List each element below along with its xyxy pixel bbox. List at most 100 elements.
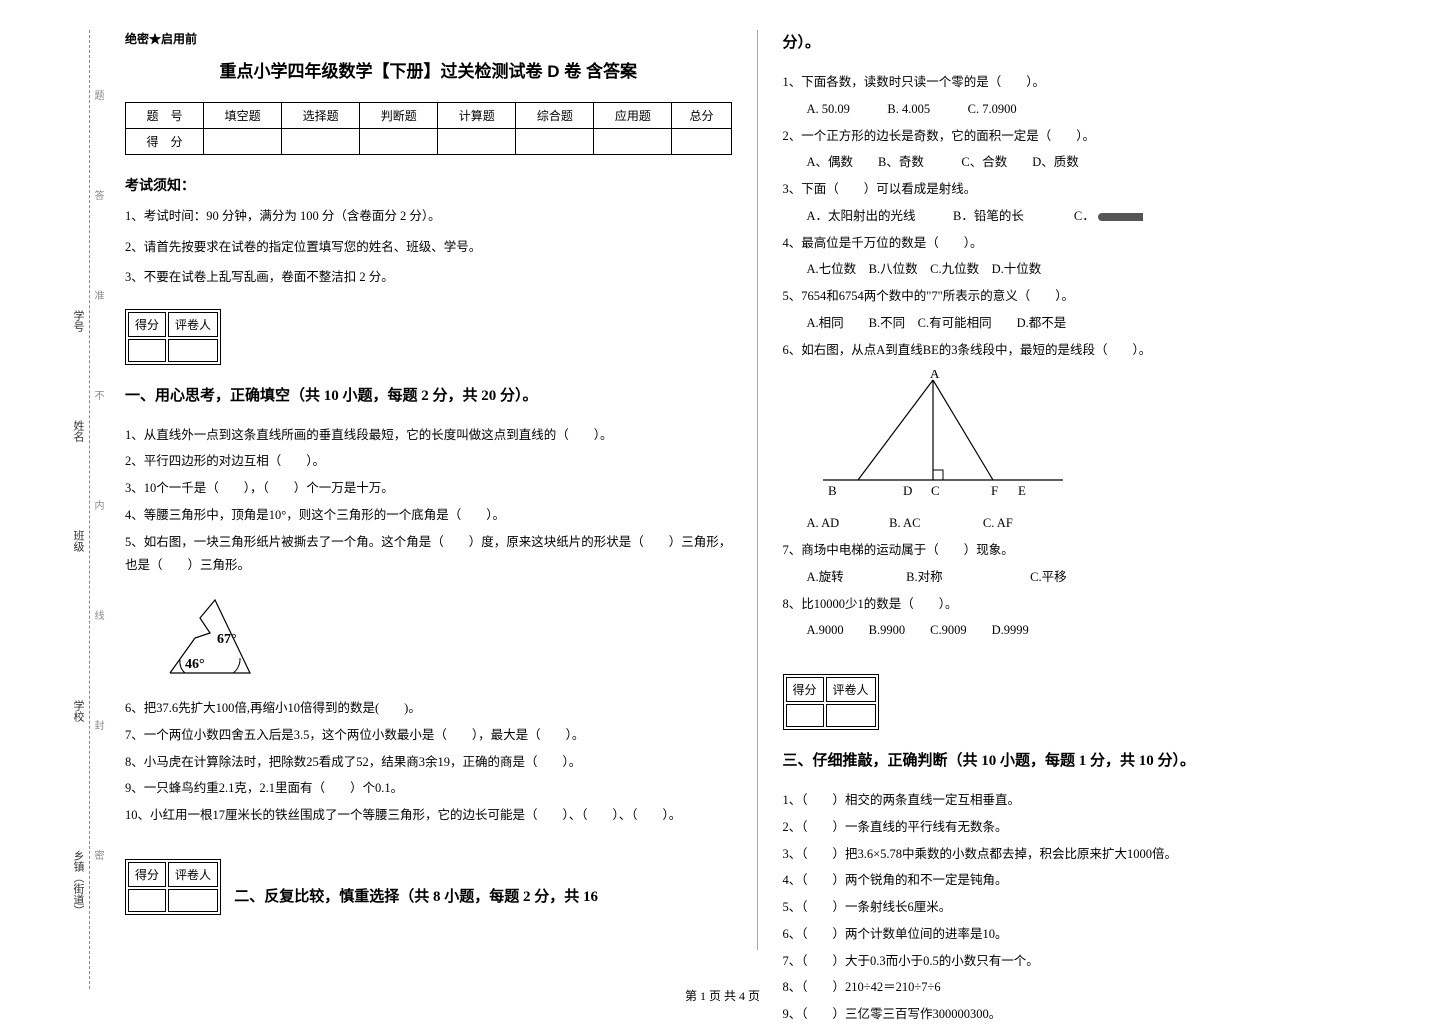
grader-blank xyxy=(786,704,824,727)
pt-A: A xyxy=(930,370,940,381)
th: 题 号 xyxy=(126,103,204,129)
s1-q5: 5、如右图，一块三角形纸片被撕去了一个角。这个角是（ ）度，原来这块纸片的形状是… xyxy=(125,531,732,579)
right-column: 分）。 1、下面各数，读数时只读一个零的是（ ）。 A. 50.09 B. 4.… xyxy=(758,30,1416,950)
td xyxy=(516,129,594,155)
pt-F: F xyxy=(991,483,998,498)
s3-q3: 3、（ ）把3.6×5.78中乘数的小数点都去掉，积会比原来扩大1000倍。 xyxy=(783,843,1391,867)
notice-heading: 考试须知： xyxy=(125,175,732,195)
grader-box: 得分 评卷人 xyxy=(125,859,221,915)
grader-person-label: 评卷人 xyxy=(826,677,876,702)
s2-q8-options: A.9000 B.9900 C.9009 D.9999 xyxy=(783,619,1391,643)
table-row: 得 分 xyxy=(126,129,732,155)
binding-field-class: 班级 xyxy=(70,530,86,552)
s2-q6-options: A. AD B. AC C. AF xyxy=(783,512,1391,536)
s2-q4: 4、最高位是千万位的数是（ ）。 xyxy=(783,232,1391,256)
seal-char: 题 xyxy=(90,90,105,100)
td xyxy=(594,129,672,155)
page: 绝密★启用前 重点小学四年级数学【下册】过关检测试卷 D 卷 含答案 题 号 填… xyxy=(0,0,1445,960)
s1-q2: 2、平行四边形的对边互相（ ）。 xyxy=(125,450,732,474)
s2-q2-options: A、偶数 B、奇数 C、合数 D、质数 xyxy=(783,151,1391,175)
th: 综合题 xyxy=(516,103,594,129)
notice-item: 2、请首先按要求在试卷的指定位置填写您的姓名、班级、学号。 xyxy=(125,236,732,259)
s3-q1: 1、（ ）相交的两条直线一定互相垂直。 xyxy=(783,789,1391,813)
s1-q6: 6、把37.6先扩大100倍,再缩小10倍得到的数是( )。 xyxy=(125,697,732,721)
s2-q6: 6、如右图，从点A到直线BE的3条线段中，最短的是线段（ ）。 xyxy=(783,339,1391,363)
s2-q7-options: A.旋转 B.对称 C.平移 xyxy=(783,566,1391,590)
section-2-heading-part1: 二、反复比较，慎重选择（共 8 小题，每题 2 分，共 16 xyxy=(234,884,654,911)
td xyxy=(672,129,731,155)
seal-char: 内 xyxy=(90,500,105,510)
s2-q8: 8、比10000少1的数是（ ）。 xyxy=(783,593,1391,617)
binding-field-township: 乡镇（街道） xyxy=(70,850,86,916)
grader-blank xyxy=(168,339,218,362)
s2-q3-options: A．太阳射出的光线 B．铅笔的长 C． xyxy=(783,205,1391,229)
section-3-heading: 三、仔细推敲，正确判断（共 10 小题，每题 1 分，共 10 分）。 xyxy=(783,748,1391,775)
table-row: 题 号 填空题 选择题 判断题 计算题 综合题 应用题 总分 xyxy=(126,103,732,129)
s3-q6: 6、（ ）两个计数单位间的进率是10。 xyxy=(783,923,1391,947)
th: 判断题 xyxy=(360,103,438,129)
binding-field-id: 学号 xyxy=(70,310,86,332)
grader-person-label: 评卷人 xyxy=(168,862,218,887)
pt-E: E xyxy=(1018,483,1026,498)
td xyxy=(204,129,282,155)
td: 得 分 xyxy=(126,129,204,155)
torn-triangle-figure: 67° 46° xyxy=(155,588,732,687)
td xyxy=(438,129,516,155)
perp-svg: A B D C F E xyxy=(803,370,1083,500)
s3-q2: 2、（ ）一条直线的平行线有无数条。 xyxy=(783,816,1391,840)
angle-67: 67° xyxy=(217,632,237,647)
left-column: 绝密★启用前 重点小学四年级数学【下册】过关检测试卷 D 卷 含答案 题 号 填… xyxy=(100,30,758,950)
s2-q3: 3、下面（ ）可以看成是射线。 xyxy=(783,178,1391,202)
s3-q9: 9、（ ）三亿零三百写作300000300。 xyxy=(783,1003,1391,1027)
triangle-svg: 67° 46° xyxy=(155,588,285,683)
grader-box: 得分 评卷人 xyxy=(125,309,221,365)
angle-46: 46° xyxy=(185,657,205,672)
grader-box: 得分 评卷人 xyxy=(783,674,879,730)
td xyxy=(282,129,360,155)
s2-q2: 2、一个正方形的边长是奇数，它的面积一定是（ ）。 xyxy=(783,125,1391,149)
s1-q8: 8、小马虎在计算除法时，把除数25看成了52，结果商3余19，正确的商是（ ）。 xyxy=(125,751,732,775)
grader-blank xyxy=(826,704,876,727)
s2-q5-options: A.相同 B.不同 C.有可能相同 D.都不是 xyxy=(783,312,1391,336)
s1-q9: 9、一只蜂鸟约重2.1克，2.1里面有（ ）个0.1。 xyxy=(125,777,732,801)
notice-item: 3、不要在试卷上乱写乱画，卷面不整洁扣 2 分。 xyxy=(125,266,732,289)
perpendicular-figure: A B D C F E xyxy=(803,370,1391,504)
binding-field-name: 姓名 xyxy=(70,420,86,442)
s1-q4: 4、等腰三角形中，顶角是10°，则这个三角形的一个底角是（ ）。 xyxy=(125,504,732,528)
th: 计算题 xyxy=(438,103,516,129)
seal-char: 答 xyxy=(90,190,105,200)
s1-q10: 10、小红用一根17厘米长的铁丝围成了一个等腰三角形，它的边长可能是（ ）、（ … xyxy=(125,804,732,828)
s2-q3-opt-text: A．太阳射出的光线 B．铅笔的长 C． xyxy=(807,209,1095,223)
s2-q5: 5、7654和6754两个数中的"7"所表示的意义（ ）。 xyxy=(783,285,1391,309)
th: 总分 xyxy=(672,103,731,129)
s3-q5: 5、（ ）一条射线长6厘米。 xyxy=(783,896,1391,920)
th: 应用题 xyxy=(594,103,672,129)
s3-q7: 7、（ ）大于0.3而小于0.5的小数只有一个。 xyxy=(783,950,1391,974)
score-table: 题 号 填空题 选择题 判断题 计算题 综合题 应用题 总分 得 分 xyxy=(125,102,732,155)
td xyxy=(360,129,438,155)
s1-q1: 1、从直线外一点到这条直线所画的垂直线段最短，它的长度叫做这点到直线的（ ）。 xyxy=(125,424,732,448)
section-2-heading-cont: 分）。 xyxy=(783,30,1391,57)
seal-char: 准 xyxy=(90,290,105,300)
s2-q1: 1、下面各数，读数时只读一个零的是（ ）。 xyxy=(783,71,1391,95)
notice-item: 1、考试时间：90 分钟，满分为 100 分（含卷面分 2 分）。 xyxy=(125,205,732,228)
seal-char: 线 xyxy=(90,610,105,620)
binding-margin: 乡镇（街道） 学校 班级 姓名 学号 密 封 线 内 不 准 答 题 xyxy=(30,30,90,989)
seal-char: 不 xyxy=(90,390,105,400)
page-footer: 第 1 页 共 4 页 xyxy=(0,987,1445,1004)
grader-score-label: 得分 xyxy=(128,862,166,887)
grader-blank xyxy=(128,339,166,362)
th: 填空题 xyxy=(204,103,282,129)
grader-blank xyxy=(128,889,166,912)
grader-score-label: 得分 xyxy=(786,677,824,702)
pt-B: B xyxy=(828,483,837,498)
binding-field-school: 学校 xyxy=(70,700,86,722)
confidential-label: 绝密★启用前 xyxy=(125,30,732,47)
seal-char: 密 xyxy=(90,850,105,860)
exam-title: 重点小学四年级数学【下册】过关检测试卷 D 卷 含答案 xyxy=(125,57,732,82)
seal-char: 封 xyxy=(90,720,105,730)
grader-person-label: 评卷人 xyxy=(168,312,218,337)
grader-score-label: 得分 xyxy=(128,312,166,337)
pt-D: D xyxy=(903,483,912,498)
th: 选择题 xyxy=(282,103,360,129)
